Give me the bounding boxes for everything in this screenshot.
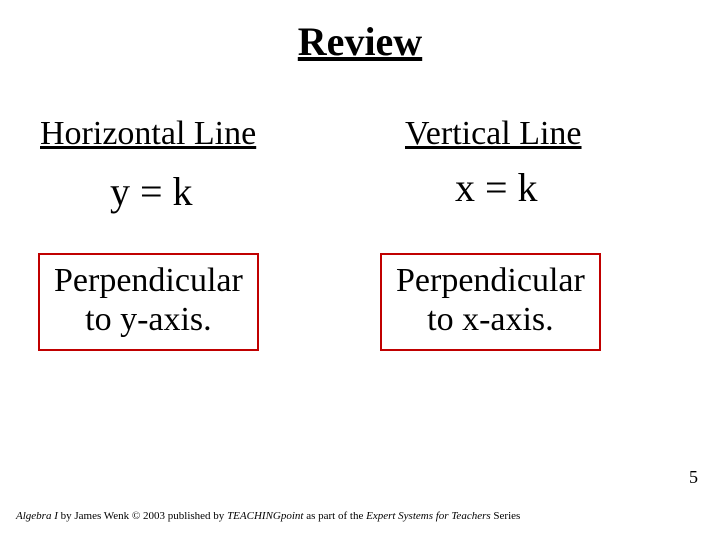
- footer-part6: Series: [491, 510, 521, 522]
- perp-right-line2: to x-axis.: [396, 300, 585, 339]
- equation-vertical: x = k: [455, 164, 538, 211]
- footer-part4: as part of the: [303, 510, 366, 522]
- perp-right-line1: Perpendicular: [396, 261, 585, 300]
- footer-credit: Algebra I by James Wenk © 2003 published…: [16, 510, 520, 522]
- perpendicular-box-right: Perpendicular to x-axis.: [380, 253, 601, 351]
- footer-part5: Expert Systems for Teachers: [366, 510, 491, 522]
- footer-part3: TEACHINGpoint: [227, 510, 303, 522]
- heading-vertical-line: Vertical Line: [405, 115, 582, 153]
- equation-horizontal: y = k: [110, 168, 193, 215]
- footer-part2: by James Wenk © 2003 published by: [58, 510, 227, 522]
- perpendicular-box-left: Perpendicular to y-axis.: [38, 253, 259, 351]
- slide-title: Review: [0, 18, 720, 65]
- perp-left-line2: to y-axis.: [54, 300, 243, 339]
- slide: Review Horizontal Line Vertical Line y =…: [0, 0, 720, 540]
- heading-horizontal-line: Horizontal Line: [40, 115, 256, 153]
- page-number: 5: [689, 467, 698, 488]
- footer-part1: Algebra I: [16, 510, 58, 522]
- perp-left-line1: Perpendicular: [54, 261, 243, 300]
